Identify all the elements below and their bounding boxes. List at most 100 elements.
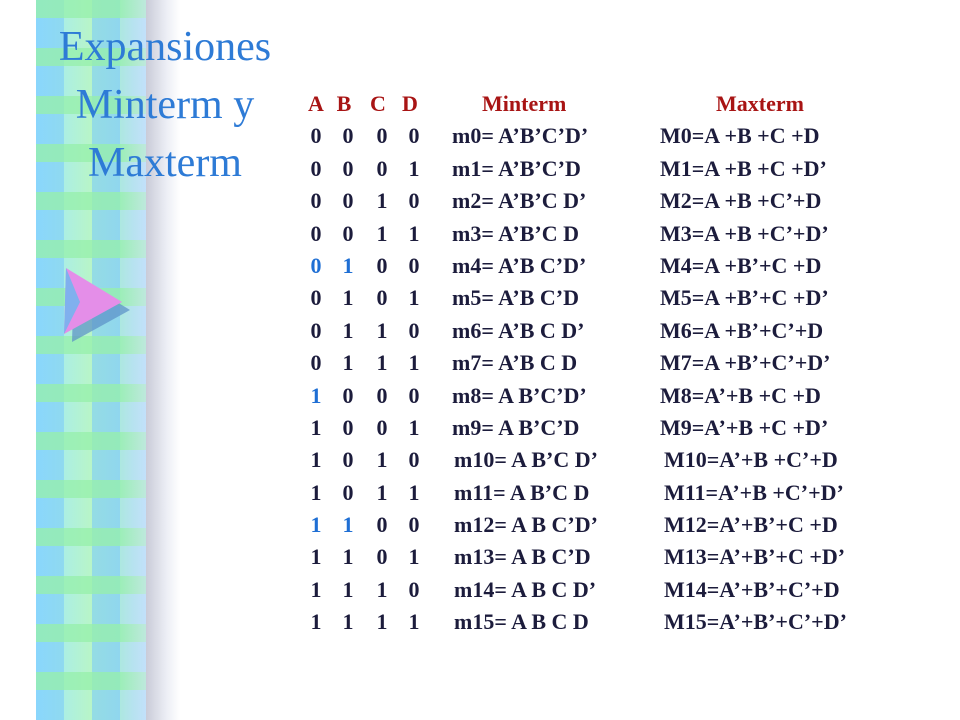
bit-cell: 1 [310, 544, 322, 570]
bit-cell: 1 [310, 447, 322, 473]
minterm-cell: m6= A’B C D’ [452, 317, 585, 343]
maxterm-cell: M0=A +B +C +D [660, 123, 820, 149]
header-c: C [370, 91, 386, 116]
minterm-cell: m2= A’B’C D’ [452, 188, 587, 214]
bit-cell: 0 [408, 123, 420, 149]
bit-cell: 1 [408, 479, 420, 505]
bit-cell: 0 [342, 123, 354, 149]
bit-cell: 1 [408, 350, 420, 376]
bit-cell: 1 [342, 285, 354, 311]
table-row: 0 0 0 1 m1= A’B’C’D M1=A +B +C +D’ [306, 153, 946, 185]
maxterm-cell: M11=A’+B +C’+D’ [664, 479, 844, 505]
minterm-cell: m11= A B’C D [454, 479, 590, 505]
minterm-cell: m12= A B C’D’ [454, 512, 598, 538]
bit-cell: 1 [342, 512, 354, 538]
table-body: 0 0 0 0 m0= A’B’C’D’ M0=A +B +C +D 0 0 0 1 m1= A’B… [306, 120, 946, 638]
table-row: 0 1 1 1 m7= A’B C D M7=A +B’+C’+D’ [306, 347, 946, 379]
bit-cell: 0 [408, 252, 420, 278]
minterm-cell: m5= A’B C’D [452, 285, 580, 311]
maxterm-cell: M6=A +B’+C’+D [660, 317, 824, 343]
table-row: 1 0 1 0 m10= A B’C D’ M10=A’+B +C’+D [306, 444, 946, 476]
bit-cell: 1 [408, 544, 420, 570]
bit-cell: 0 [342, 220, 354, 246]
bit-cell: 0 [310, 123, 322, 149]
maxterm-cell: M10=A’+B +C’+D [664, 447, 838, 473]
table-row: 1 0 0 0 m8= A B’C’D’ M8=A’+B +C +D [306, 380, 946, 412]
maxterm-cell: M5=A +B’+C +D’ [660, 285, 829, 311]
bit-cell: 0 [376, 512, 388, 538]
table-row: 0 1 0 1 m5= A’B C’D M5=A +B’+C +D’ [306, 282, 946, 314]
table-row: 1 1 1 0 m14= A B C D’ M14=A’+B’+C’+D [306, 574, 946, 606]
minterm-cell: m3= A’B’C D [452, 220, 580, 246]
bit-cell: 0 [376, 544, 388, 570]
header-b: B [336, 91, 352, 116]
bit-cell: 0 [408, 317, 420, 343]
title-line-1: Expansiones [58, 24, 272, 70]
header-minterm: Minterm [482, 91, 567, 116]
triangle-arrow-icon [64, 268, 130, 342]
table-row: 1 1 0 0 m12= A B C’D’ M12=A’+B’+C +D [306, 509, 946, 541]
minterm-cell: m1= A’B’C’D [452, 155, 581, 181]
bit-cell: 0 [408, 447, 420, 473]
bit-cell: 1 [342, 544, 354, 570]
maxterm-cell: M1=A +B +C +D’ [660, 155, 827, 181]
bit-cell: 0 [310, 188, 322, 214]
table-header: A B C D Minterm Maxterm [306, 88, 946, 120]
truth-table: A B C D Minterm Maxterm 0 0 0 0 m0= A’B’C’D’… [306, 88, 946, 639]
title-line-3: Maxterm [88, 140, 242, 186]
bit-cell: 0 [408, 382, 420, 408]
bit-cell: 0 [310, 155, 322, 181]
bit-cell: 0 [310, 350, 322, 376]
bit-cell: 0 [408, 188, 420, 214]
table-row: 0 0 1 1 m3= A’B’C D M3=A +B +C’+D’ [306, 218, 946, 250]
bit-cell: 0 [376, 155, 388, 181]
title-line-2: Minterm y [75, 82, 255, 128]
minterm-cell: m15= A B C D [454, 609, 589, 635]
minterm-cell: m9= A B’C’D [452, 414, 580, 440]
maxterm-cell: M4=A +B’+C +D [660, 252, 822, 278]
table-row: 0 0 1 0 m2= A’B’C D’ M2=A +B +C’+D [306, 185, 946, 217]
maxterm-cell: M2=A +B +C’+D [660, 188, 822, 214]
bit-cell: 1 [376, 576, 388, 602]
bit-cell: 1 [342, 576, 354, 602]
bit-cell: 0 [310, 252, 322, 278]
minterm-cell: m14= A B C D’ [454, 576, 597, 602]
bit-cell: 0 [310, 220, 322, 246]
table-row: 0 0 0 0 m0= A’B’C’D’ M0=A +B +C +D [306, 120, 946, 152]
minterm-cell: m13= A B C’D [454, 544, 591, 570]
bit-cell: 1 [376, 188, 388, 214]
maxterm-cell: M9=A’+B +C +D’ [660, 414, 829, 440]
minterm-cell: m10= A B’C D’ [454, 447, 598, 473]
minterm-cell: m0= A’B’C’D’ [452, 123, 589, 149]
table-row: 1 0 0 1 m9= A B’C’D M9=A’+B +C +D’ [306, 412, 946, 444]
header-d: D [402, 91, 418, 116]
maxterm-cell: M12=A’+B’+C +D [664, 512, 838, 538]
bit-cell: 0 [376, 382, 388, 408]
bit-cell: 0 [376, 285, 388, 311]
bit-cell: 1 [310, 512, 322, 538]
header-a: A [308, 91, 324, 116]
bit-cell: 1 [408, 414, 420, 440]
bit-cell: 1 [376, 220, 388, 246]
bit-cell: 0 [342, 447, 354, 473]
bit-cell: 1 [310, 414, 322, 440]
bit-cell: 1 [342, 252, 354, 278]
maxterm-cell: M8=A’+B +C +D [660, 382, 821, 408]
bit-cell: 0 [408, 512, 420, 538]
minterm-cell: m7= A’B C D [452, 350, 578, 376]
minterm-cell: m4= A’B C’D’ [452, 252, 587, 278]
header-maxterm: Maxterm [716, 91, 804, 116]
band-highlight [120, 0, 150, 720]
bit-cell: 1 [310, 576, 322, 602]
maxterm-cell: M15=A’+B’+C’+D’ [664, 609, 847, 635]
maxterm-cell: M14=A’+B’+C’+D [664, 576, 840, 602]
table-row: 0 1 1 0 m6= A’B C D’ M6=A +B’+C’+D [306, 315, 946, 347]
bit-cell: 1 [408, 609, 420, 635]
bit-cell: 1 [376, 317, 388, 343]
bit-cell: 1 [376, 350, 388, 376]
bit-cell: 0 [376, 414, 388, 440]
maxterm-cell: M13=A’+B’+C +D’ [664, 544, 846, 570]
table-row: 1 1 1 1 m15= A B C D M15=A’+B’+C’+D’ [306, 606, 946, 638]
bit-cell: 1 [342, 609, 354, 635]
slide-title: Expansiones Minterm y Maxterm [40, 18, 290, 192]
